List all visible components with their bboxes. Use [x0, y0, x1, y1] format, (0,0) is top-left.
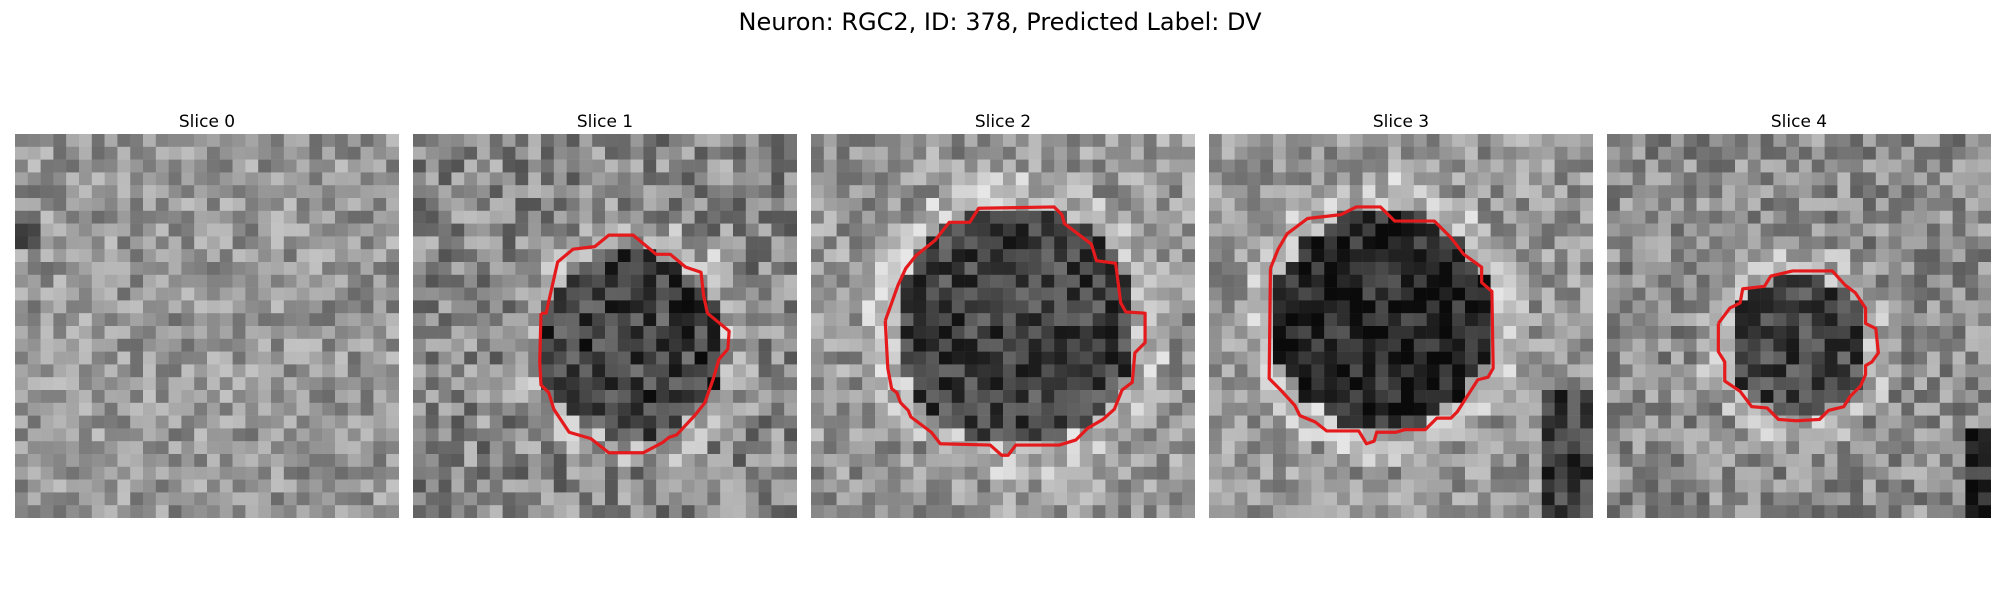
slice-title-4: Slice 4: [1770, 112, 1828, 132]
slice-panel-3: Slice 3: [1209, 110, 1593, 518]
segmentation-contour-2: [883, 205, 1147, 457]
segmentation-contour-1: [538, 233, 731, 455]
slice-panel-0: Slice 0: [15, 110, 399, 518]
slice-title-0: Slice 0: [178, 112, 236, 132]
slice-image-3: [1209, 134, 1593, 518]
segmentation-contour-3: [1267, 205, 1495, 446]
slice-panel-4: Slice 4: [1607, 110, 1991, 518]
slice-image-4: [1607, 134, 1991, 518]
slice-title-3: Slice 3: [1372, 112, 1430, 132]
slice-panel-2: Slice 2: [811, 110, 1195, 518]
slice-image-0: [15, 134, 399, 518]
figure-title: Neuron: RGC2, ID: 378, Predicted Label: …: [738, 8, 1262, 36]
slice-panel-1: Slice 1: [413, 110, 797, 518]
slice-title-1: Slice 1: [576, 112, 634, 132]
segmentation-contour-4: [1716, 269, 1880, 423]
slice-image-2: [811, 134, 1195, 518]
slice-image-1: [413, 134, 797, 518]
slice-title-2: Slice 2: [974, 112, 1032, 132]
